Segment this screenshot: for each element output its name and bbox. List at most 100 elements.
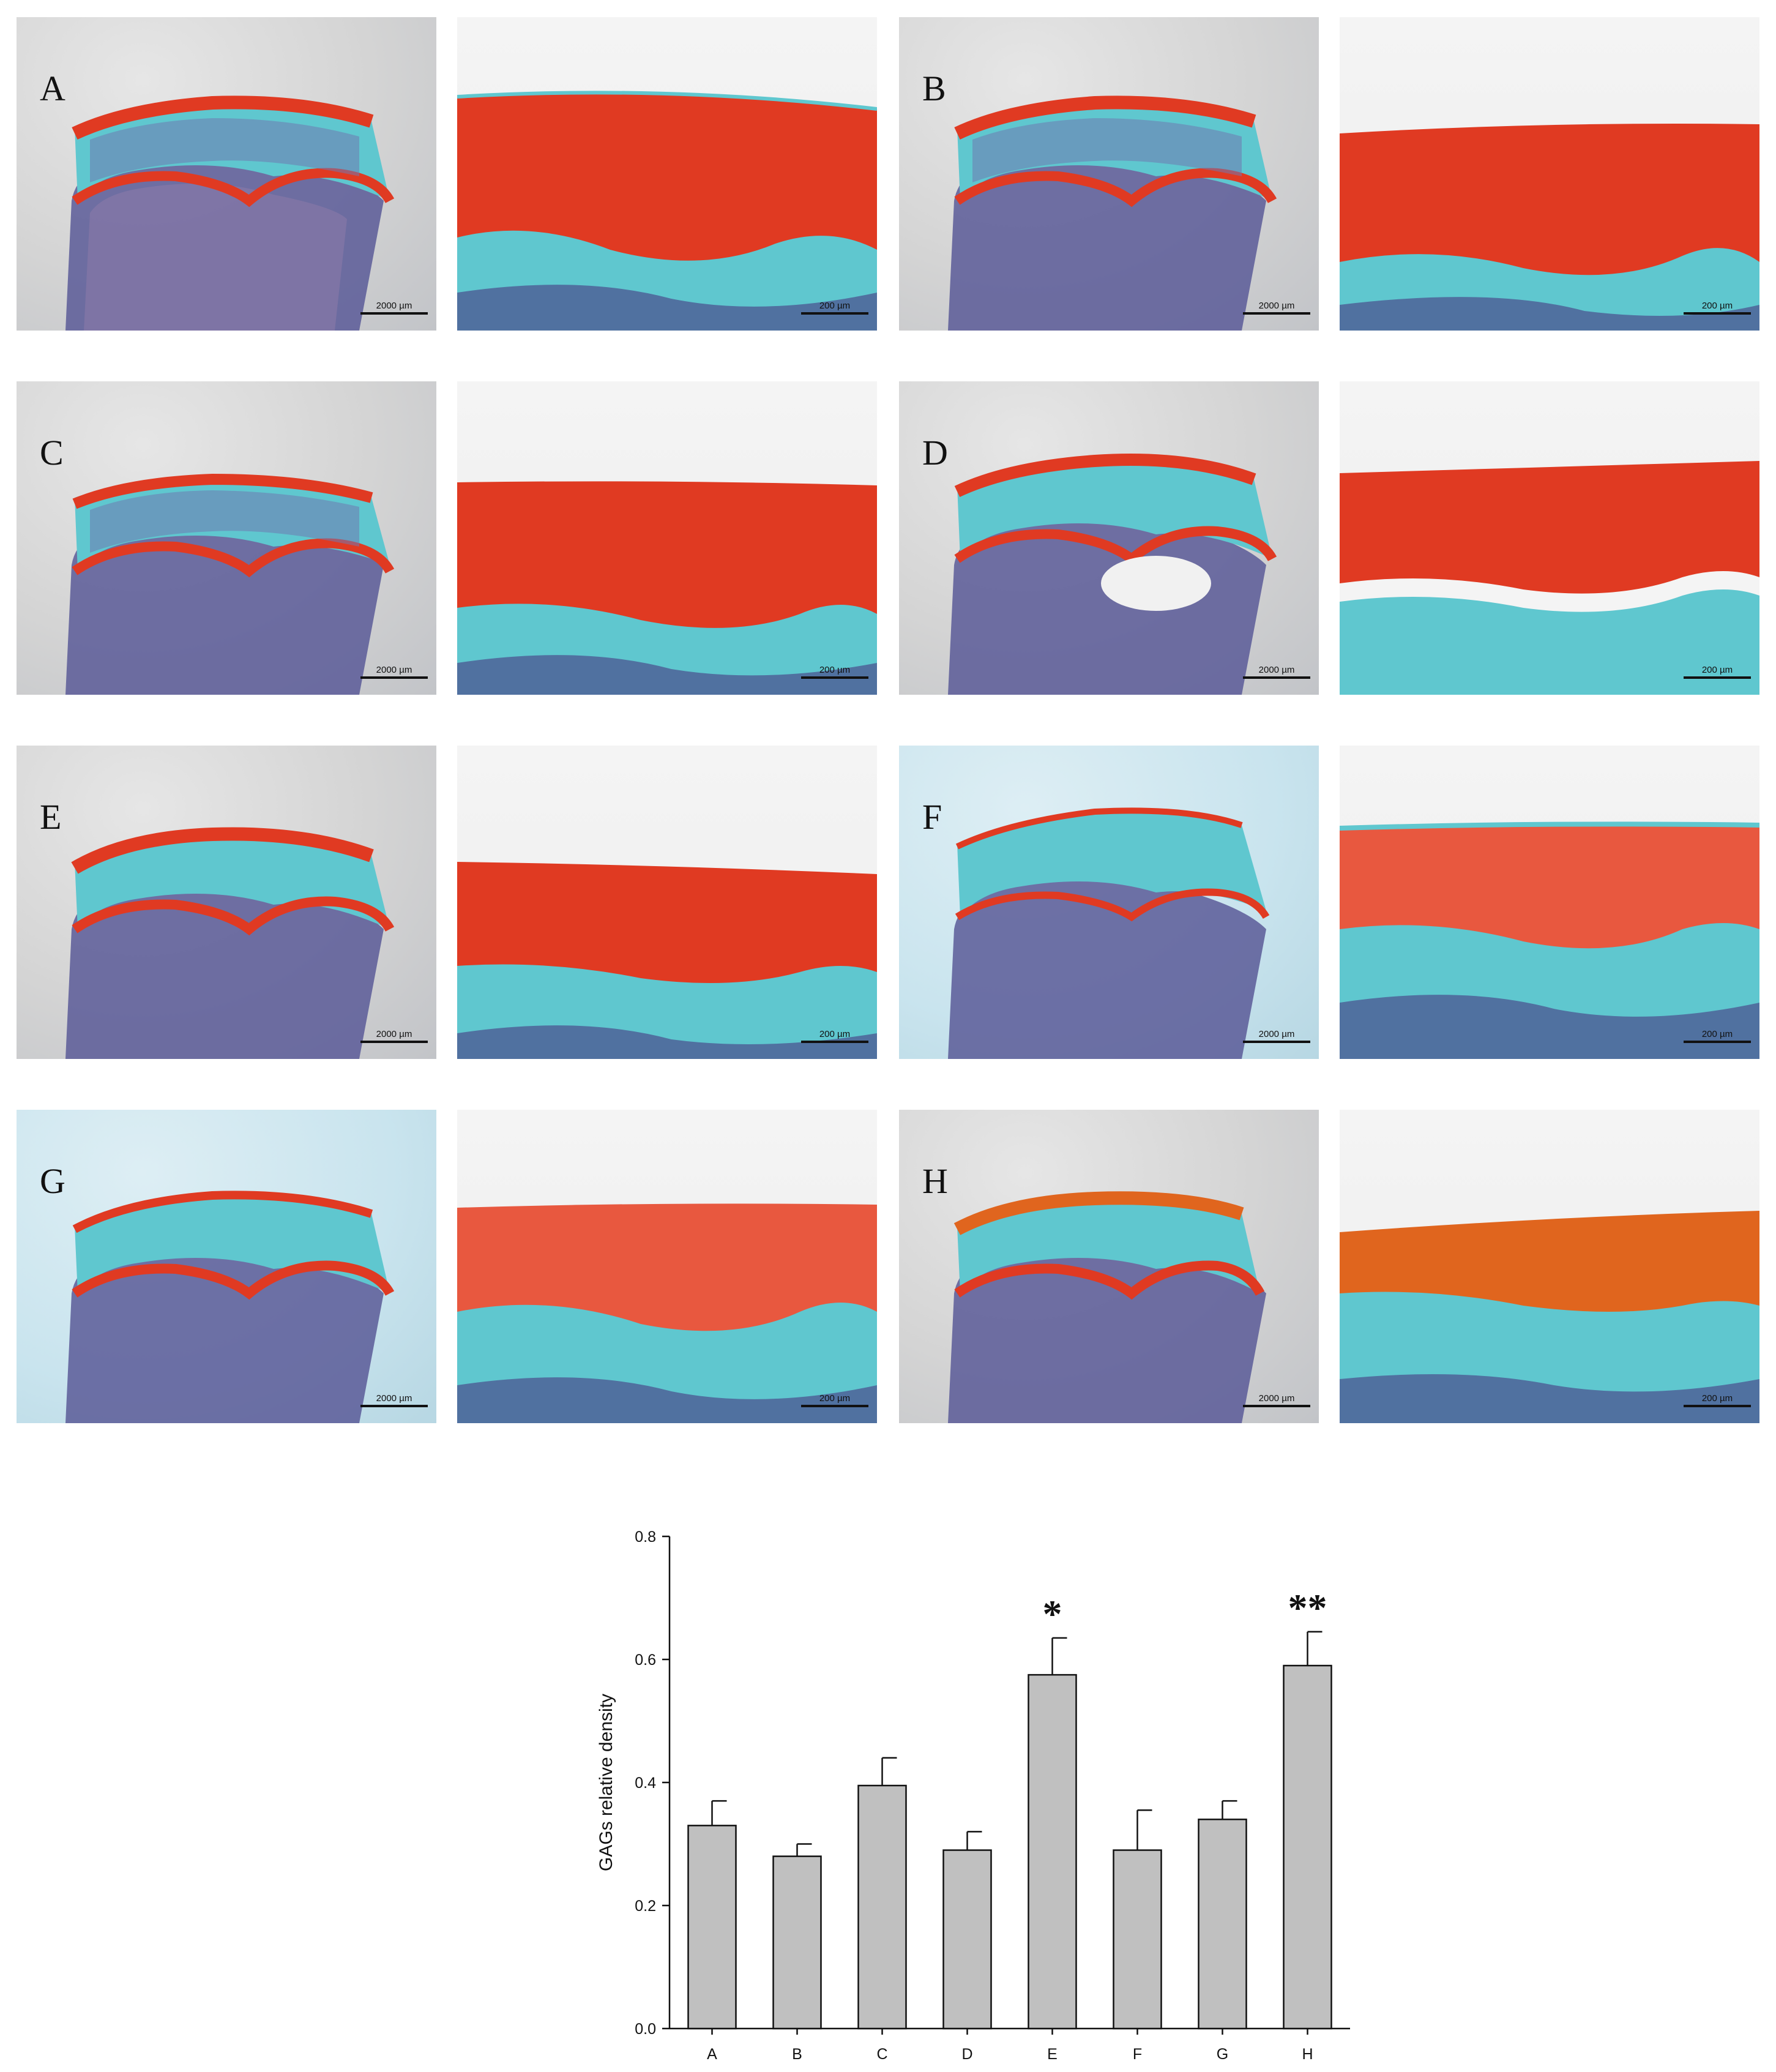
panel-b-magnified: 200 µm: [1340, 17, 1759, 331]
x-tick-label: H: [1302, 2046, 1313, 2063]
scale-label: 2000 µm: [376, 1393, 412, 1404]
tibia-section-illustration: [65, 1191, 395, 1423]
scale-label: 2000 µm: [376, 665, 412, 675]
scale-bar: 200 µm: [801, 1030, 868, 1043]
panel-letter: A: [40, 69, 65, 108]
panel-h-magnified: 200 µm: [1340, 1110, 1759, 1423]
panel-letter: E: [40, 797, 62, 837]
panel-e-overview: E 2000 µm: [17, 746, 436, 1059]
tibia-section-illustration: [65, 827, 395, 1059]
bar-C: [857, 1784, 907, 2030]
x-tick-label: G: [1217, 2046, 1228, 2063]
scale-label: 200 µm: [1701, 1393, 1733, 1404]
gags-density-chart: 0.0 0.2 0.4 0.6 0.8 GAGs relative density A B C D…: [575, 1512, 1371, 2072]
panel-f-overview: F 2000 µm: [899, 746, 1319, 1059]
cartilage-illustration: [1340, 124, 1759, 331]
scale-label: 200 µm: [819, 1393, 851, 1404]
scale-label: 2000 µm: [1258, 301, 1295, 311]
cartilage-illustration: [457, 1203, 877, 1423]
scale-bar: 2000 µm: [1243, 1030, 1310, 1043]
scale-bar: 2000 µm: [360, 665, 428, 679]
scale-label: 2000 µm: [1258, 1393, 1295, 1404]
cartilage-illustration: [1340, 1211, 1759, 1423]
x-tick-label: A: [707, 2046, 717, 2063]
panel-e-magnified: 200 µm: [457, 746, 877, 1059]
scale-bar: 2000 µm: [1243, 301, 1310, 315]
x-tick-label: D: [961, 2046, 972, 2063]
scale-line: [360, 1041, 428, 1043]
scale-bar: 200 µm: [1684, 665, 1751, 679]
tibia-section-illustration: [948, 95, 1277, 331]
x-tick-label: B: [792, 2046, 802, 2063]
scale-bar: 200 µm: [1684, 1030, 1751, 1043]
panel-d-magnified: 200 µm: [1340, 381, 1759, 695]
scale-label: 200 µm: [819, 665, 851, 675]
scale-bar: 2000 µm: [360, 1394, 428, 1407]
scale-line: [801, 312, 868, 315]
panel-g-magnified: 200 µm: [457, 1110, 877, 1423]
y-tick-label: 0.8: [635, 1528, 656, 1546]
panel-h-overview: H 2000 µm: [899, 1110, 1319, 1423]
x-tick-label: C: [876, 2046, 887, 2063]
tibia-section-illustration: [948, 454, 1277, 695]
panel-letter: D: [922, 433, 948, 473]
y-tick-label: 0.6: [635, 1651, 656, 1669]
panel-a-magnified: 200 µm: [457, 17, 877, 331]
x-tick-label: F: [1133, 2046, 1142, 2063]
scale-line: [801, 676, 868, 679]
panel-d-overview: D 2000 µm: [899, 381, 1319, 695]
scale-bar: 200 µm: [1684, 301, 1751, 315]
panel-c-magnified: 200 µm: [457, 381, 877, 695]
tibia-section-illustration: [948, 807, 1270, 1059]
cartilage-illustration: [457, 862, 877, 1059]
scale-bar: 2000 µm: [360, 301, 428, 315]
scale-line: [1243, 1405, 1310, 1407]
panel-b-overview: B 2000 µm: [899, 17, 1319, 331]
scale-line: [1243, 676, 1310, 679]
scale-line: [1684, 1405, 1751, 1407]
scale-label: 200 µm: [1701, 301, 1733, 311]
bar-D: [942, 1849, 992, 2030]
tibia-section-illustration: [65, 473, 395, 695]
scale-bar: 200 µm: [801, 665, 868, 679]
significance-marker: **: [1288, 1586, 1327, 1629]
panel-letter: F: [922, 797, 942, 837]
panel-a-overview: A 2000 µm: [17, 17, 436, 331]
y-tick-label: 0.4: [635, 1775, 656, 1792]
bar-F: [1113, 1849, 1162, 2030]
scale-label: 200 µm: [1701, 1029, 1733, 1039]
scale-line: [1684, 676, 1751, 679]
scale-label: 2000 µm: [376, 1029, 412, 1039]
scale-bar: 200 µm: [1684, 1394, 1751, 1407]
scale-line: [1684, 1041, 1751, 1043]
scale-label: 200 µm: [1701, 665, 1733, 675]
scale-bar: 2000 µm: [360, 1030, 428, 1043]
y-tick-label: 0.2: [635, 1898, 656, 1915]
bar-H: [1283, 1664, 1332, 2030]
scale-label: 200 µm: [819, 301, 851, 311]
scale-line: [360, 676, 428, 679]
panel-g-overview: G 2000 µm: [17, 1110, 436, 1423]
x-tick-label: E: [1047, 2046, 1058, 2063]
bar-G: [1198, 1819, 1247, 2030]
panel-letter: G: [40, 1161, 65, 1201]
scale-line: [801, 1405, 868, 1407]
scale-bar: 200 µm: [801, 1394, 868, 1407]
scale-line: [1684, 312, 1751, 315]
cartilage-illustration: [457, 91, 877, 331]
scale-label: 200 µm: [819, 1029, 851, 1039]
bar-chart-svg: 0.0 0.2 0.4 0.6 0.8 GAGs relative density A B C D…: [596, 1528, 1350, 2063]
scale-line: [1243, 1041, 1310, 1043]
panel-f-magnified: 200 µm: [1340, 746, 1759, 1059]
panel-letter: B: [922, 69, 946, 108]
scale-line: [1243, 312, 1310, 315]
bar-E: [1028, 1674, 1077, 2030]
cartilage-illustration: [1340, 821, 1759, 1059]
scale-bar: 2000 µm: [1243, 1394, 1310, 1407]
panel-c-overview: C 2000 µm: [17, 381, 436, 695]
significance-marker: *: [1043, 1592, 1062, 1636]
scale-line: [801, 1041, 868, 1043]
cartilage-illustration: [1340, 461, 1759, 695]
tibia-section-illustration: [948, 1191, 1266, 1423]
scale-line: [360, 1405, 428, 1407]
